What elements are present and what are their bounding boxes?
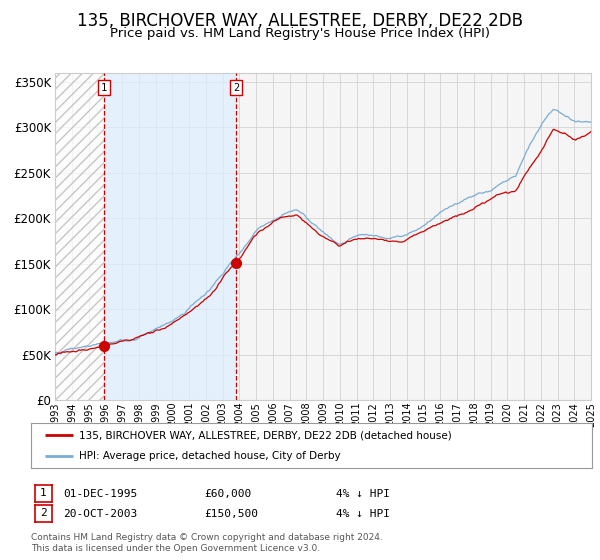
Text: 135, BIRCHOVER WAY, ALLESTREE, DERBY, DE22 2DB (detached house): 135, BIRCHOVER WAY, ALLESTREE, DERBY, DE… <box>79 430 452 440</box>
Text: 135, BIRCHOVER WAY, ALLESTREE, DERBY, DE22 2DB: 135, BIRCHOVER WAY, ALLESTREE, DERBY, DE… <box>77 12 523 30</box>
Text: £150,500: £150,500 <box>204 509 258 519</box>
Text: Contains HM Land Registry data © Crown copyright and database right 2024.
This d: Contains HM Land Registry data © Crown c… <box>31 533 383 553</box>
Text: £60,000: £60,000 <box>204 489 251 499</box>
Text: 01-DEC-1995: 01-DEC-1995 <box>63 489 137 499</box>
Text: 1: 1 <box>40 488 47 498</box>
Text: 1: 1 <box>101 82 107 92</box>
Text: 4% ↓ HPI: 4% ↓ HPI <box>336 509 390 519</box>
Bar <box>55 73 104 400</box>
Bar <box>104 73 236 400</box>
Text: Price paid vs. HM Land Registry's House Price Index (HPI): Price paid vs. HM Land Registry's House … <box>110 27 490 40</box>
Text: 20-OCT-2003: 20-OCT-2003 <box>63 509 137 519</box>
Text: 4% ↓ HPI: 4% ↓ HPI <box>336 489 390 499</box>
Text: HPI: Average price, detached house, City of Derby: HPI: Average price, detached house, City… <box>79 451 341 461</box>
Text: 2: 2 <box>40 508 47 519</box>
Text: 2: 2 <box>233 82 239 92</box>
